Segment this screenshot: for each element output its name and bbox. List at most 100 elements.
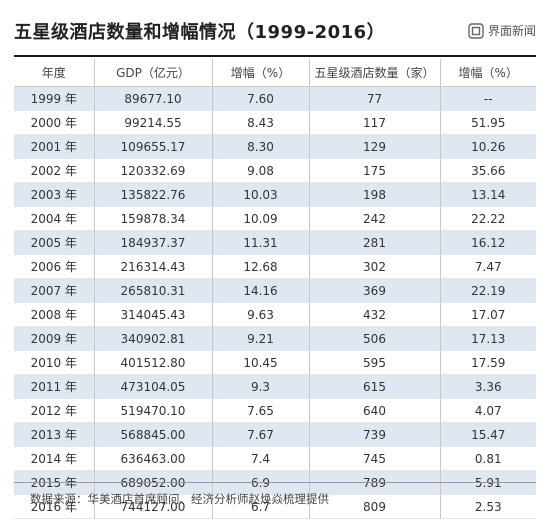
hotel-growth-cell: 0.81	[440, 446, 536, 471]
table-row: 2003 年 135822.76 10.03 198 13.14	[14, 182, 536, 207]
gdp-growth-cell: 7.60	[212, 86, 310, 111]
hotel-count-cell: 595	[309, 350, 441, 375]
gdp-cell: 159878.34	[94, 206, 213, 231]
hotel-growth-cell: 17.07	[440, 302, 536, 327]
hotel-growth-cell: 2.53	[440, 494, 536, 519]
gdp-growth-cell: 12.68	[212, 254, 310, 279]
table-row: 2004 年 159878.34 10.09 242 22.22	[14, 206, 536, 231]
year-cell: 2000 年	[14, 110, 95, 135]
gdp-cell: 216314.43	[94, 254, 213, 279]
gdp-cell: 401512.80	[94, 350, 213, 375]
brand: 界面新闻	[468, 22, 536, 39]
footer-divider	[14, 482, 536, 483]
hotel-growth-cell: 16.12	[440, 230, 536, 255]
gdp-growth-cell: 7.4	[212, 446, 310, 471]
hotel-count-cell: 302	[309, 254, 441, 279]
col-header-hotel-growth: 增幅（%）	[440, 59, 536, 87]
year-cell: 2010 年	[14, 350, 95, 375]
gdp-growth-cell: 10.09	[212, 206, 310, 231]
gdp-cell: 314045.43	[94, 302, 213, 327]
hotel-growth-cell: 13.14	[440, 182, 536, 207]
year-cell: 1999 年	[14, 86, 95, 111]
year-cell: 2011 年	[14, 374, 95, 399]
gdp-cell: 184937.37	[94, 230, 213, 255]
jiemian-logo-icon	[468, 22, 484, 39]
year-cell: 2003 年	[14, 182, 95, 207]
table-row: 2011 年 473104.05 9.3 615 3.36	[14, 374, 536, 399]
hotel-growth-cell: 3.36	[440, 374, 536, 399]
gdp-cell: 135822.76	[94, 182, 213, 207]
gdp-growth-cell: 8.43	[212, 110, 310, 135]
col-header-gdp-growth: 增幅（%）	[212, 59, 310, 87]
table-row: 2007 年 265810.31 14.16 369 22.19	[14, 278, 536, 303]
table-row: 2000 年 99214.55 8.43 117 51.95	[14, 110, 536, 135]
hotel-count-cell: 432	[309, 302, 441, 327]
year-cell: 2016 年	[14, 494, 95, 519]
table-row: 2009 年 340902.81 9.21 506 17.13	[14, 326, 536, 351]
table-row: 2016 年 744127.00 6.7 809 2.53	[14, 494, 536, 519]
table-row: 2002 年 120332.69 9.08 175 35.66	[14, 158, 536, 183]
col-header-gdp: GDP（亿元）	[94, 59, 213, 87]
hotel-growth-cell: 22.22	[440, 206, 536, 231]
gdp-cell: 473104.05	[94, 374, 213, 399]
gdp-growth-cell: 9.3	[212, 374, 310, 399]
year-cell: 2012 年	[14, 398, 95, 423]
hotel-count-cell: 242	[309, 206, 441, 231]
gdp-growth-cell: 8.30	[212, 134, 310, 159]
year-cell: 2013 年	[14, 422, 95, 447]
gdp-growth-cell: 7.67	[212, 422, 310, 447]
hotel-growth-cell: 22.19	[440, 278, 536, 303]
hotel-count-cell: 129	[309, 134, 441, 159]
year-cell: 2006 年	[14, 254, 95, 279]
hotel-growth-cell: 4.07	[440, 398, 536, 423]
gdp-growth-cell: 10.45	[212, 350, 310, 375]
gdp-growth-cell: 10.03	[212, 182, 310, 207]
table-row: 2012 年 519470.10 7.65 640 4.07	[14, 398, 536, 423]
hotel-growth-cell: --	[440, 86, 536, 111]
year-cell: 2005 年	[14, 230, 95, 255]
year-cell: 2009 年	[14, 326, 95, 351]
year-cell: 2008 年	[14, 302, 95, 327]
hotel-growth-cell: 35.66	[440, 158, 536, 183]
table-row: 2001 年 109655.17 8.30 129 10.26	[14, 134, 536, 159]
title-divider	[14, 55, 536, 57]
gdp-cell: 109655.17	[94, 134, 213, 159]
gdp-growth-cell: 9.08	[212, 158, 310, 183]
table-row: 2008 年 314045.43 9.63 432 17.07	[14, 302, 536, 327]
hotel-count-cell: 198	[309, 182, 441, 207]
gdp-cell: 568845.00	[94, 422, 213, 447]
gdp-growth-cell: 11.31	[212, 230, 310, 255]
gdp-cell: 744127.00	[94, 494, 213, 519]
col-header-hotel-count: 五星级酒店数量（家）	[309, 59, 441, 87]
gdp-growth-cell: 6.7	[212, 494, 310, 519]
year-cell: 2001 年	[14, 134, 95, 159]
gdp-cell: 89677.10	[94, 86, 213, 111]
table-row: 2013 年 568845.00 7.67 739 15.47	[14, 422, 536, 447]
gdp-growth-cell: 9.63	[212, 302, 310, 327]
header: 五星级酒店数量和增幅情况（1999-2016） 界面新闻	[0, 0, 550, 60]
page-title: 五星级酒店数量和增幅情况（1999-2016）	[14, 22, 386, 43]
hotel-count-cell: 175	[309, 158, 441, 183]
year-cell: 2004 年	[14, 206, 95, 231]
hotel-growth-cell: 15.47	[440, 422, 536, 447]
gdp-cell: 265810.31	[94, 278, 213, 303]
hotel-count-cell: 739	[309, 422, 441, 447]
hotel-growth-cell: 51.95	[440, 110, 536, 135]
hotel-growth-cell: 7.47	[440, 254, 536, 279]
hotel-growth-cell: 17.13	[440, 326, 536, 351]
hotel-count-cell: 77	[309, 86, 441, 111]
table-body: 1999 年 89677.10 7.60 77 -- 2000 年 99214.55 8.43…	[14, 86, 536, 519]
hotel-growth-cell: 17.59	[440, 350, 536, 375]
hotel-count-cell: 615	[309, 374, 441, 399]
table-row: 2014 年 636463.00 7.4 745 0.81	[14, 446, 536, 471]
gdp-growth-cell: 7.65	[212, 398, 310, 423]
brand-name: 界面新闻	[487, 24, 536, 38]
table-row: 2006 年 216314.43 12.68 302 7.47	[14, 254, 536, 279]
data-table: 年度 GDP（亿元） 增幅（%） 五星级酒店数量（家） 增幅（%） 1999 年…	[14, 59, 536, 519]
table-header: 年度 GDP（亿元） 增幅（%） 五星级酒店数量（家） 增幅（%）	[14, 59, 536, 87]
hotel-count-cell: 506	[309, 326, 441, 351]
hotel-growth-cell: 10.26	[440, 134, 536, 159]
year-cell: 2002 年	[14, 158, 95, 183]
col-header-year: 年度	[14, 59, 95, 87]
hotel-count-cell: 117	[309, 110, 441, 135]
